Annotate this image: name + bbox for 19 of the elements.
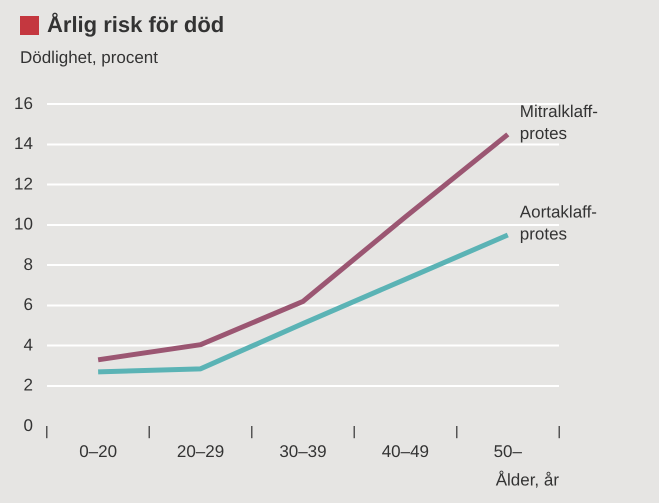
y-tick-label: 6 [23, 295, 33, 314]
y-tick-label: 2 [23, 376, 33, 395]
y-tick-label: 4 [23, 335, 33, 354]
x-tick-label: 40–49 [382, 442, 430, 462]
series-label: Aortaklaff- protes [520, 202, 597, 244]
y-tick-label: 14 [14, 134, 33, 154]
y-tick-label: 0 [23, 416, 33, 435]
y-tick-label: 12 [14, 174, 33, 194]
x-tick-label: 20–29 [176, 442, 224, 462]
y-tick-label: 10 [14, 214, 33, 234]
series-label: Mitralklaff- protes [520, 102, 598, 144]
y-tick-label: 8 [23, 254, 33, 274]
x-tick-label: 50– [494, 442, 523, 462]
chart-title: Årlig risk för död [47, 12, 224, 38]
y-axis-title: Dödlighet, procent [20, 48, 158, 68]
x-tick-label: 0–20 [79, 442, 118, 462]
x-tick-label: 30–39 [279, 442, 327, 462]
y-tick-label: 16 [14, 94, 33, 113]
x-axis-title: Ålder, år [496, 470, 560, 490]
